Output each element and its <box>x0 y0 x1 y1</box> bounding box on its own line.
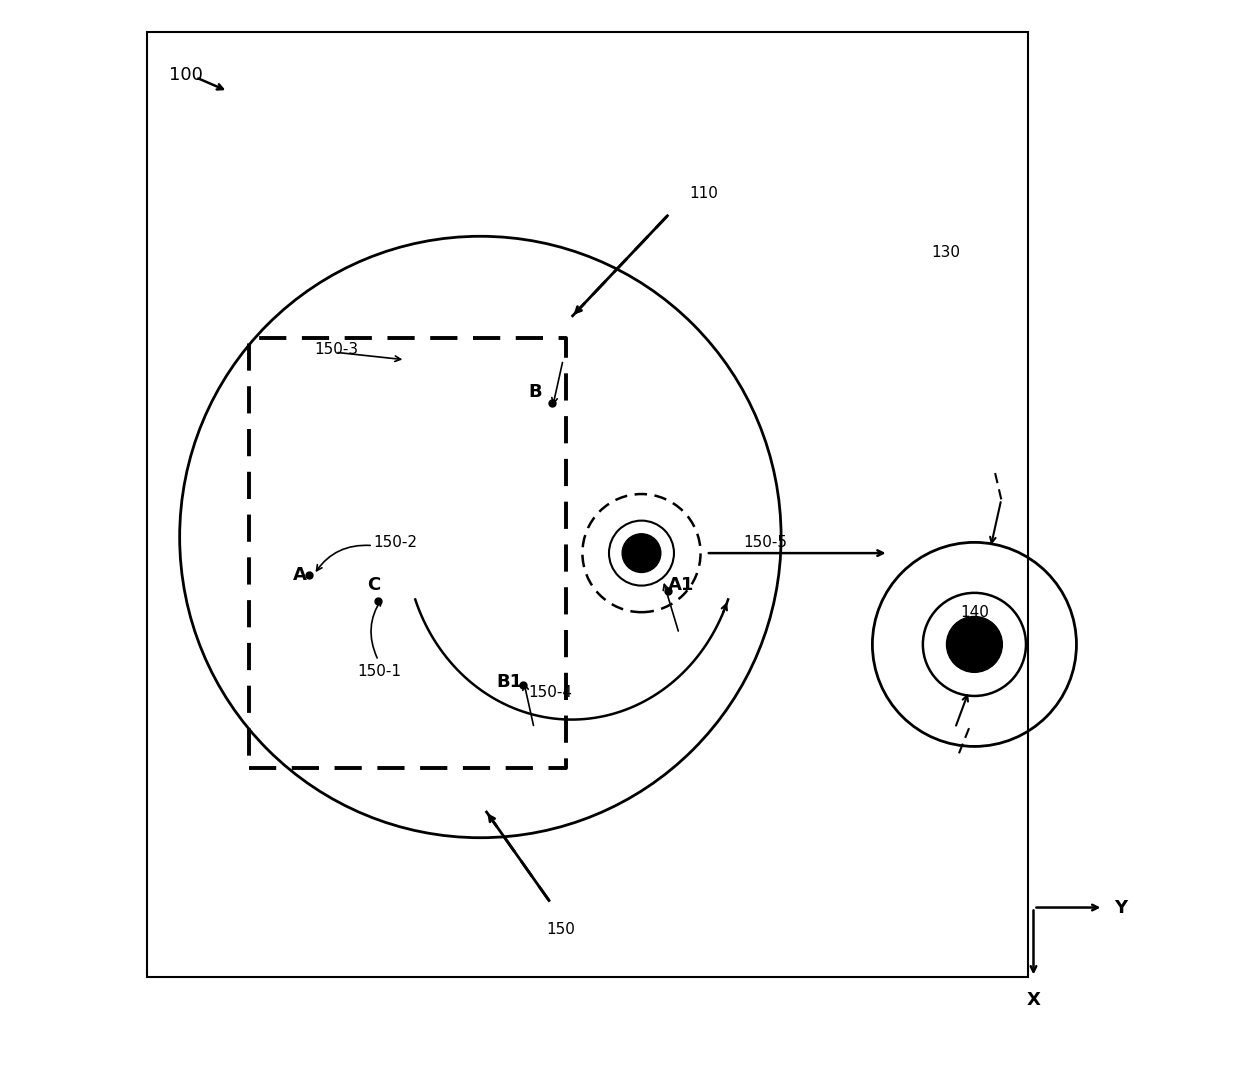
Text: 140: 140 <box>960 605 988 620</box>
Circle shape <box>946 616 1002 672</box>
Text: Y: Y <box>1114 899 1127 916</box>
Text: 110: 110 <box>689 186 719 201</box>
Text: 100: 100 <box>169 67 203 84</box>
Text: A1: A1 <box>668 577 694 594</box>
Circle shape <box>622 534 661 572</box>
Text: B: B <box>528 383 542 401</box>
Bar <box>148 32 1028 977</box>
Text: 150-4: 150-4 <box>528 685 573 700</box>
Text: 130: 130 <box>931 245 961 260</box>
Text: X: X <box>1027 991 1040 1010</box>
Text: 150-1: 150-1 <box>357 664 401 679</box>
Text: 150-2: 150-2 <box>373 535 417 550</box>
Text: 150-5: 150-5 <box>744 535 787 550</box>
Text: 150-3: 150-3 <box>314 342 358 357</box>
Text: A: A <box>293 566 306 583</box>
Text: 150: 150 <box>547 921 575 937</box>
Text: C: C <box>367 577 381 594</box>
Text: B1: B1 <box>496 673 522 691</box>
